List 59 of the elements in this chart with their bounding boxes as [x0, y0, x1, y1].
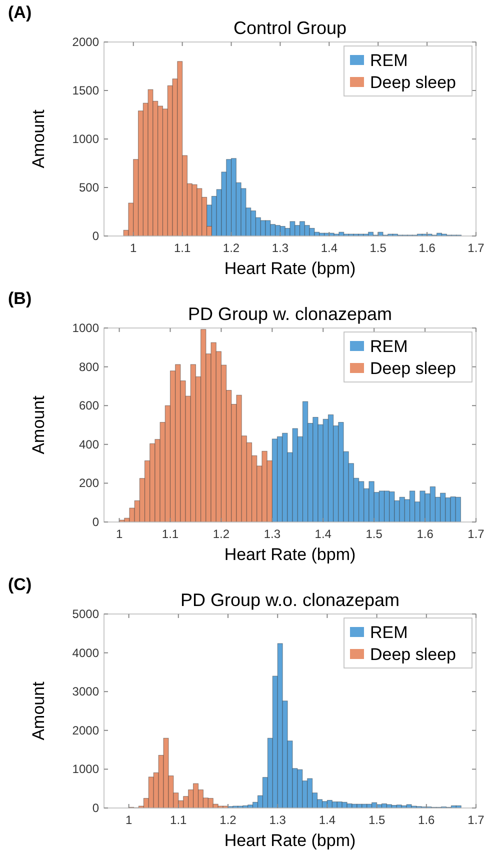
- y-tick-label: 4000: [72, 646, 100, 660]
- legend-label: REM: [370, 623, 408, 642]
- legend-label: Deep sleep: [370, 645, 456, 664]
- x-tick-label: 1.3: [272, 241, 289, 255]
- text: (B): [8, 289, 32, 308]
- x-tick-label: 1.2: [212, 527, 230, 541]
- x-tick-label: 1.1: [170, 813, 188, 827]
- y-axis-title: Amount: [29, 681, 48, 740]
- text: (A): [8, 3, 32, 22]
- y-tick-label: 5000: [72, 607, 100, 621]
- x-tick-label: 1.5: [368, 813, 386, 827]
- chart-title: PD Group w.o. clonazepam: [180, 590, 400, 610]
- x-tick-label: 1: [125, 813, 132, 827]
- chart-title: Control Group: [233, 18, 347, 38]
- x-tick-label: 1: [116, 527, 123, 541]
- y-tick-label: 2000: [72, 723, 100, 738]
- y-tick-label: 0: [92, 515, 100, 529]
- legend-label: Deep sleep: [370, 73, 456, 92]
- y-axis-title: Amount: [29, 395, 48, 454]
- x-tick-label: 1.1: [162, 527, 179, 541]
- y-tick-label: 1000: [72, 132, 100, 146]
- x-tick-label: 1.4: [314, 527, 332, 541]
- x-tick-label: 1.2: [220, 813, 237, 827]
- legend-label: REM: [370, 51, 408, 70]
- y-tick-label: 1500: [72, 84, 100, 98]
- y-tick-label: 800: [78, 360, 100, 374]
- y-axis-title: Amount: [29, 109, 48, 168]
- x-tick-label: 1: [130, 241, 138, 255]
- x-axis-title: Heart Rate (bpm): [224, 259, 356, 278]
- y-tick-label: 3000: [72, 684, 100, 699]
- x-tick-label: 1.4: [320, 241, 338, 255]
- x-tick-label: 1.7: [468, 813, 485, 827]
- x-tick-label: 1.3: [269, 813, 286, 827]
- x-tick-label: 1.4: [318, 813, 336, 827]
- x-tick-label: 1.1: [174, 241, 191, 255]
- y-tick-label: 0: [92, 229, 100, 243]
- y-tick-label: 0: [92, 801, 100, 815]
- x-tick-label: 1.7: [468, 527, 485, 541]
- x-tick-label: 1.2: [222, 241, 240, 255]
- y-tick-label: 1000: [72, 762, 100, 776]
- y-tick-label: 600: [78, 398, 100, 413]
- x-tick-label: 1.6: [418, 241, 436, 255]
- text: (C): [8, 575, 32, 594]
- y-tick-label: 2000: [72, 35, 100, 49]
- x-tick-label: 1.5: [370, 241, 387, 255]
- y-tick-label: 400: [78, 437, 100, 452]
- x-tick-label: 1.5: [366, 527, 383, 541]
- y-tick-label: 200: [78, 476, 100, 490]
- y-tick-label: 500: [78, 180, 100, 194]
- x-tick-label: 1.7: [468, 241, 485, 255]
- x-axis-title: Heart Rate (bpm): [224, 831, 356, 850]
- legend-label: REM: [370, 337, 408, 356]
- x-tick-label: 1.3: [264, 527, 281, 541]
- x-axis-title: Heart Rate (bpm): [224, 545, 356, 564]
- x-tick-label: 1.6: [416, 527, 434, 541]
- y-tick-label: 1000: [72, 321, 100, 335]
- x-tick-label: 1.6: [418, 813, 436, 827]
- legend-label: Deep sleep: [370, 359, 456, 378]
- chart-title: PD Group w. clonazepam: [188, 304, 392, 324]
